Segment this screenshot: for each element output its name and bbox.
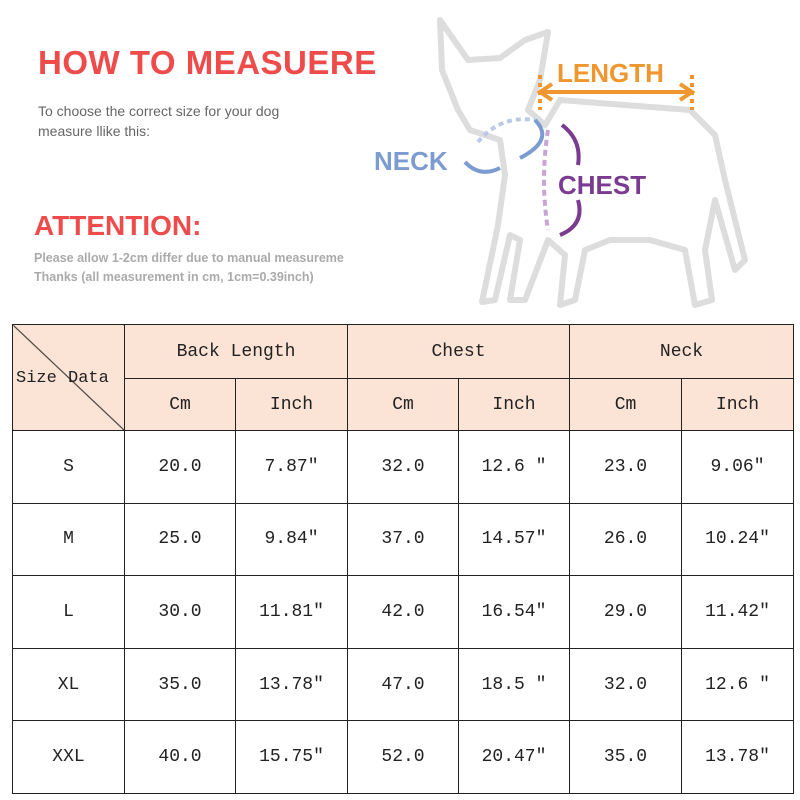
group-header: Neck bbox=[569, 324, 794, 379]
data-row: M 25.0 9.84″ 37.0 14.57″ 26.0 10.24″ bbox=[12, 502, 794, 577]
dog-outline bbox=[437, 17, 748, 308]
unit-header: Inch bbox=[681, 378, 794, 431]
group-header: Back Length bbox=[124, 324, 348, 379]
cell: 13.78″ bbox=[681, 720, 794, 794]
cell: 52.0 bbox=[347, 720, 459, 794]
header-row: Size Data Back Length Chest Neck bbox=[12, 324, 794, 431]
unit-header: Cm bbox=[569, 378, 682, 431]
cell: 42.0 bbox=[347, 575, 459, 649]
chest-dash bbox=[542, 129, 550, 231]
cell: L bbox=[12, 575, 125, 649]
unit-header: Inch bbox=[458, 378, 570, 431]
cell: 14.57″ bbox=[458, 502, 570, 577]
unit-header: Inch bbox=[235, 378, 348, 431]
cell: 16.54″ bbox=[458, 575, 570, 649]
chest-label: CHEST bbox=[558, 170, 646, 200]
cell: 32.0 bbox=[569, 647, 682, 722]
attention-title: ATTENTION: bbox=[34, 210, 202, 241]
cell: 35.0 bbox=[569, 720, 682, 794]
note: Thanks (all measurement in cm, 1cm=0.39i… bbox=[34, 270, 314, 284]
chest-arrow bbox=[559, 123, 582, 237]
corner-label: Data bbox=[68, 369, 109, 388]
neck-arrow bbox=[463, 118, 545, 174]
cell: 20.47″ bbox=[458, 720, 570, 794]
data-row: L 30.0 11.81″ 42.0 16.54″ 29.0 11.42″ bbox=[12, 575, 794, 649]
cell: 18.5 ″ bbox=[458, 647, 570, 722]
header-row: Cm Inch Cm Inch Cm Inch bbox=[13, 378, 794, 431]
cell: 47.0 bbox=[347, 647, 459, 722]
neck-dash bbox=[476, 117, 536, 144]
cell: 13.78″ bbox=[235, 647, 348, 722]
cell: 30.0 bbox=[124, 575, 236, 649]
cell: XXL bbox=[12, 720, 125, 794]
cell: 35.0 bbox=[124, 647, 236, 722]
note: Please allow 1-2cm differ due to manual … bbox=[34, 251, 344, 265]
cell: 15.75″ bbox=[235, 720, 348, 794]
cell: XL bbox=[12, 647, 125, 722]
cell: S bbox=[12, 430, 125, 504]
title: HOW TO MEASUERE bbox=[38, 44, 377, 81]
size-table: Size Data Back Length Chest Neck Cm Inch Cm Inch… bbox=[12, 324, 794, 794]
subtitle: measure llike this: bbox=[38, 123, 151, 139]
cell: 10.24″ bbox=[681, 502, 794, 577]
cell: 12.6 ″ bbox=[681, 647, 794, 722]
cell: 7.87″ bbox=[235, 430, 348, 504]
cell: 26.0 bbox=[569, 502, 682, 577]
cell: 9.84″ bbox=[235, 502, 348, 577]
unit-header: Cm bbox=[124, 378, 236, 431]
cell: 9.06″ bbox=[681, 430, 794, 504]
cell: 11.42″ bbox=[681, 575, 794, 649]
corner-cell: Size Data bbox=[12, 324, 125, 431]
length-label: LENGTH bbox=[557, 58, 664, 88]
cell: 20.0 bbox=[124, 430, 236, 504]
cell: 11.81″ bbox=[235, 575, 348, 649]
neck-label: NECK bbox=[374, 146, 448, 176]
cell: 12.6 ″ bbox=[458, 430, 570, 504]
cell: 37.0 bbox=[347, 502, 459, 577]
data-row: XL 35.0 13.78″ 47.0 18.5 ″ 32.0 12.6 ″ bbox=[12, 647, 794, 722]
cell: 25.0 bbox=[124, 502, 236, 577]
corner-label: Size bbox=[16, 369, 57, 388]
data-row: XXL 40.0 15.75″ 52.0 20.47″ 35.0 13.78″ bbox=[12, 720, 794, 794]
cell: 23.0 bbox=[569, 430, 682, 504]
dog-diagram: LENGTH NECK CHEST bbox=[374, 17, 748, 308]
group-header: Chest bbox=[347, 324, 570, 379]
cell: 32.0 bbox=[347, 430, 459, 504]
cell: 29.0 bbox=[569, 575, 682, 649]
cell: M bbox=[12, 502, 125, 577]
data-row: S 20.0 7.87″ 32.0 12.6 ″ 23.0 9.06″ bbox=[12, 430, 794, 504]
subtitle: To choose the correct size for your dog bbox=[38, 103, 280, 119]
unit-header: Cm bbox=[347, 378, 459, 431]
cell: 40.0 bbox=[124, 720, 236, 794]
